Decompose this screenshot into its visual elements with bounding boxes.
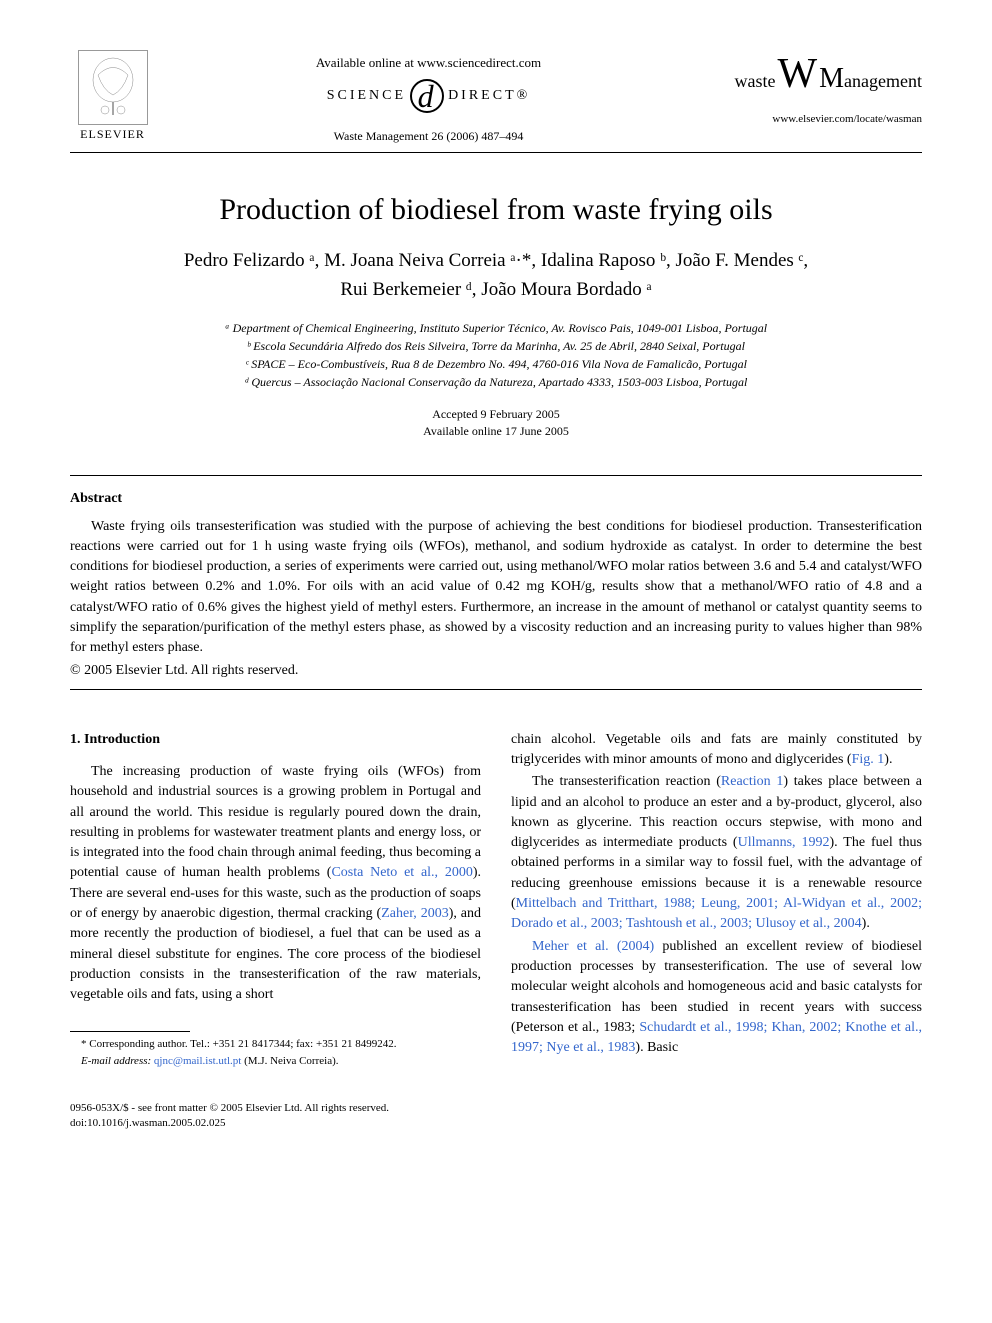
email-name: (M.J. Neiva Correia). — [244, 1055, 338, 1067]
authors-line-2: Rui Berkemeier ᵈ, João Moura Bordado ᵃ — [70, 276, 922, 305]
col2-paragraph-3: Meher et al. (2004) published an excelle… — [511, 937, 922, 1059]
online-date: Available online 17 June 2005 — [70, 423, 922, 440]
dates-block: Accepted 9 February 2005 Available onlin… — [70, 406, 922, 440]
journal-logo-text: waste W M anagement — [702, 50, 922, 98]
footer-doi: doi:10.1016/j.wasman.2005.02.025 — [70, 1116, 922, 1130]
journal-waste: waste — [734, 71, 775, 92]
ref-link-mittelbach[interactable]: Mittelbach and Tritthart, 1988; Leung, 2… — [511, 896, 922, 931]
ref-link-zaher[interactable]: Zaher, 2003 — [381, 906, 448, 921]
body-columns: 1. Introduction The increasing productio… — [70, 730, 922, 1072]
elsevier-logo: ELSEVIER — [70, 50, 155, 142]
text-fragment: The increasing production of waste fryin… — [70, 764, 481, 880]
abstract-heading: Abstract — [70, 491, 922, 507]
ref-link-costa[interactable]: Costa Neto et al., 2000 — [331, 865, 472, 880]
left-column: 1. Introduction The increasing productio… — [70, 730, 481, 1072]
text-fragment: The transesterification reaction ( — [532, 774, 721, 789]
center-header: Available online at www.sciencedirect.co… — [155, 50, 702, 144]
abstract-copyright: © 2005 Elsevier Ltd. All rights reserved… — [70, 663, 922, 679]
journal-w-icon: W — [777, 50, 817, 98]
accepted-date: Accepted 9 February 2005 — [70, 406, 922, 423]
affiliation-c: ᶜ SPACE – Eco-Combustíveis, Rua 8 de Dez… — [70, 355, 922, 373]
header-divider — [70, 152, 922, 153]
article-title: Production of biodiesel from waste fryin… — [70, 193, 922, 227]
abstract-text: Waste frying oils transesterification wa… — [70, 517, 922, 659]
journal-citation: Waste Management 26 (2006) 487–494 — [155, 129, 702, 144]
ref-link-meher[interactable]: Meher et al. (2004) — [532, 939, 654, 954]
at-icon: d — [410, 79, 444, 113]
header-row: ELSEVIER Available online at www.science… — [70, 50, 922, 144]
footnote-block: * Corresponding author. Tel.: +351 21 84… — [70, 1037, 481, 1070]
intro-heading: 1. Introduction — [70, 730, 481, 750]
science-direct-logo: SCIENCE d DIRECT® — [327, 79, 531, 113]
journal-url: www.elsevier.com/locate/wasman — [702, 113, 922, 125]
affiliation-d: ᵈ Quercus – Associação Nacional Conserva… — [70, 373, 922, 391]
email-label: E-mail address: — [81, 1055, 151, 1067]
email-line: E-mail address: qjnc@mail.ist.utl.pt (M.… — [70, 1054, 481, 1069]
col2-paragraph-2: The transesterification reaction (Reacti… — [511, 772, 922, 934]
journal-m-icon: M — [819, 63, 844, 95]
authors-line-1: Pedro Felizardo ᵃ, M. Joana Neiva Correi… — [70, 247, 922, 276]
journal-management: anagement — [844, 71, 922, 92]
footnote-divider — [70, 1031, 190, 1032]
affiliation-a: ᵃ Department of Chemical Engineering, In… — [70, 319, 922, 337]
sciencedirect-left: SCIENCE — [327, 88, 406, 104]
footer-copyright: 0956-053X/$ - see front matter © 2005 El… — [70, 1101, 922, 1115]
abstract-bottom-divider — [70, 689, 922, 690]
text-fragment: ). Basic — [635, 1040, 678, 1055]
elsevier-label: ELSEVIER — [80, 127, 145, 142]
text-fragment: ). — [862, 916, 870, 931]
text-fragment: ). — [884, 752, 892, 767]
email-link[interactable]: qjnc@mail.ist.utl.pt — [154, 1055, 241, 1067]
affiliation-b: ᵇ Escola Secundária Alfredo dos Reis Sil… — [70, 337, 922, 355]
elsevier-tree-icon — [78, 50, 148, 125]
ref-link-ullmanns[interactable]: Ullmanns, 1992 — [738, 835, 830, 850]
right-column: chain alcohol. Vegetable oils and fats a… — [511, 730, 922, 1072]
journal-logo: waste W M anagement www.elsevier.com/loc… — [702, 50, 922, 125]
ref-link-fig1[interactable]: Fig. 1 — [852, 752, 885, 767]
corresponding-author: * Corresponding author. Tel.: +351 21 84… — [70, 1037, 481, 1052]
authors-block: Pedro Felizardo ᵃ, M. Joana Neiva Correi… — [70, 247, 922, 304]
intro-paragraph-1: The increasing production of waste fryin… — [70, 762, 481, 1006]
available-online-text: Available online at www.sciencedirect.co… — [155, 55, 702, 71]
footer-block: 0956-053X/$ - see front matter © 2005 El… — [70, 1101, 922, 1130]
sciencedirect-right: DIRECT® — [448, 88, 530, 104]
affiliations-block: ᵃ Department of Chemical Engineering, In… — [70, 319, 922, 391]
ref-link-reaction1[interactable]: Reaction 1 — [721, 774, 783, 789]
col2-paragraph-1: chain alcohol. Vegetable oils and fats a… — [511, 730, 922, 771]
abstract-top-divider — [70, 475, 922, 476]
